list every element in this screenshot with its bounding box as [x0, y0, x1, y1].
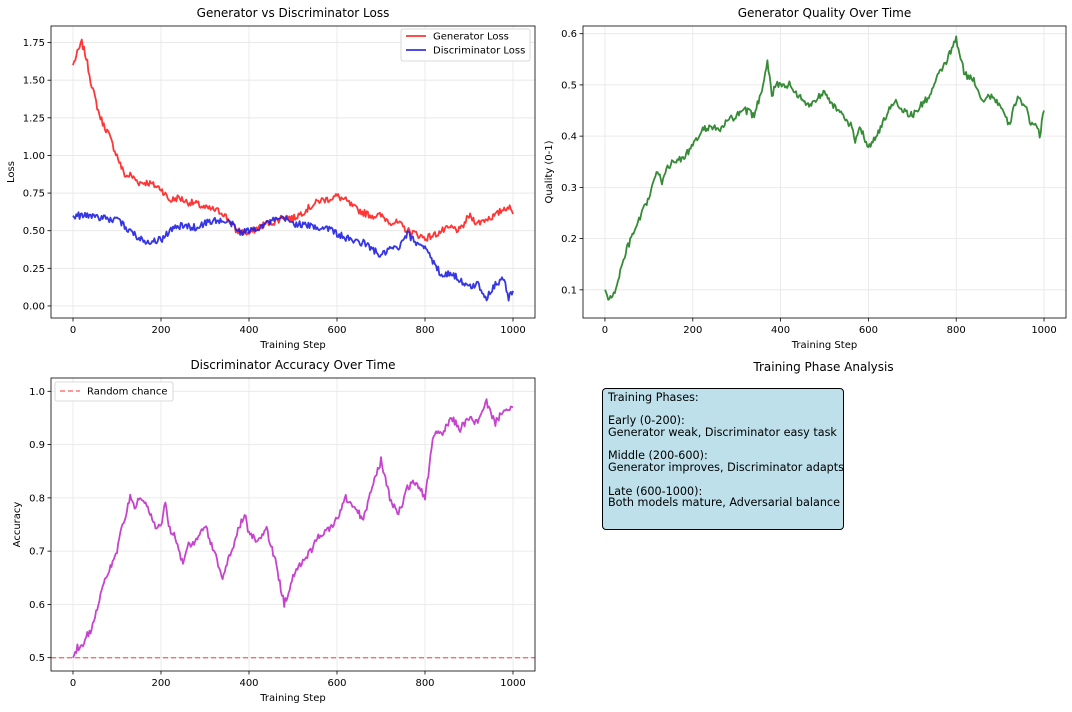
training-phases-box: Training Phases: Early (0-200): Generato… [602, 388, 844, 530]
phase-late: Late (600-1000): Both models mature, Adv… [608, 484, 840, 510]
x-tick-label: 1000 [1031, 325, 1056, 336]
y-axis-label: Accuracy [12, 502, 23, 548]
quality-line [604, 35, 1045, 301]
loss-chart: 0 200 400 600 800 1000 0.00 0.25 0.50 0.75 1.00 1.2… [6, 6, 536, 351]
x-tick-label: 400 [239, 325, 258, 336]
y-tick-label: 0.5 [561, 80, 577, 91]
x-tick-label: 1000 [500, 325, 525, 336]
y-tick-label: 1.75 [23, 38, 45, 49]
x-tick-label: 200 [151, 678, 170, 689]
y-tick-label: 0.2 [561, 234, 577, 245]
x-tick-label: 400 [239, 678, 258, 689]
y-tick-label: 0.9 [29, 440, 45, 451]
generator-loss-line [72, 38, 514, 242]
x-tick-label: 600 [327, 678, 346, 689]
generator-loss-legend-label: Generator Loss [433, 32, 509, 43]
phase-late-label: Late (600-1000): [608, 484, 703, 498]
x-tick-label: 600 [327, 325, 346, 336]
legend-box [400, 28, 531, 62]
y-tick-label: 0.4 [561, 132, 577, 143]
y-tick-label: 1.0 [29, 387, 45, 398]
legend: Generator Loss Discriminator Loss [400, 28, 531, 62]
y-tick-label: 0.6 [561, 29, 577, 40]
y-tick-label: 0.8 [29, 493, 45, 504]
discriminator-loss-legend-label: Discriminator Loss [433, 46, 525, 57]
accuracy-line [72, 398, 514, 659]
x-tick-label: 200 [683, 325, 702, 336]
x-tick-label: 0 [602, 325, 608, 336]
axes-frame [50, 377, 536, 672]
legend: Random chance [54, 381, 174, 402]
chart-title: Generator vs Discriminator Loss [197, 6, 390, 20]
x-tick-label: 0 [70, 678, 76, 689]
x-tick-label: 800 [415, 678, 434, 689]
phase-middle-label: Middle (200-600): [608, 449, 708, 463]
phase-early: Early (0-200): Generator weak, Discrimin… [608, 415, 838, 438]
phase-late-desc: Both models mature, Adversarial balance [608, 496, 840, 510]
y-tick-label: 0.25 [23, 264, 45, 275]
y-tick-label: 0.1 [561, 285, 577, 296]
y-tick-label: 1.00 [23, 151, 45, 162]
y-tick-label: 1.25 [23, 113, 45, 124]
phase-middle: Middle (200-600): Generator improves, Di… [608, 449, 844, 475]
phase-early-label: Early (0-200): [608, 414, 685, 428]
discriminator-loss-line [72, 211, 514, 302]
accuracy-chart: 0 200 400 600 800 1000 0.5 0.6 0.7 0.8 0.9 1.0 Discr… [12, 358, 536, 704]
phase-middle-desc: Generator improves, Discriminator adapts [608, 461, 844, 475]
phase-early-desc: Generator weak, Discriminator easy task [608, 426, 837, 440]
x-tick-label: 800 [415, 325, 434, 336]
y-tick-label: 0.75 [23, 189, 45, 200]
training-phases-heading: Training Phases: [608, 391, 699, 404]
x-tick-label: 400 [771, 325, 790, 336]
x-tick-label: 200 [151, 325, 170, 336]
y-tick-label: 0.50 [23, 226, 45, 237]
x-axis-label: Training Step [791, 340, 857, 351]
y-tick-label: 0.00 [23, 301, 45, 312]
chart-title: Discriminator Accuracy Over Time [190, 358, 395, 372]
phase-panel-title: Training Phase Analysis [753, 360, 894, 374]
y-tick-label: 0.3 [561, 183, 577, 194]
y-tick-label: 1.50 [23, 76, 45, 87]
x-axis-label: Training Step [259, 693, 325, 704]
x-tick-label: 800 [947, 325, 966, 336]
y-axis-label: Loss [6, 161, 17, 183]
y-tick-label: 0.7 [29, 547, 45, 558]
y-axis-label: Quality (0-1) [544, 140, 555, 203]
y-tick-label: 0.5 [29, 653, 45, 664]
random-chance-legend-label: Random chance [87, 387, 168, 398]
y-tick-label: 0.6 [29, 600, 45, 611]
x-tick-label: 0 [70, 325, 76, 336]
x-axis-label: Training Step [259, 340, 325, 351]
x-tick-label: 1000 [500, 678, 525, 689]
chart-title: Generator Quality Over Time [738, 6, 912, 20]
quality-chart: 0 200 400 600 800 1000 0.1 0.2 0.3 0.4 0.5 0.6 Gener… [544, 6, 1067, 351]
axes-frame [582, 25, 1067, 319]
axes-frame [50, 25, 536, 319]
x-tick-label: 600 [859, 325, 878, 336]
legend-box [54, 381, 174, 402]
